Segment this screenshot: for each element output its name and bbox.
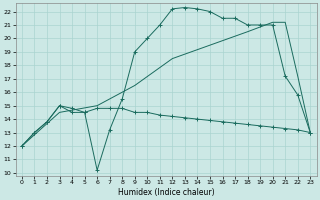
X-axis label: Humidex (Indice chaleur): Humidex (Indice chaleur) (118, 188, 214, 197)
